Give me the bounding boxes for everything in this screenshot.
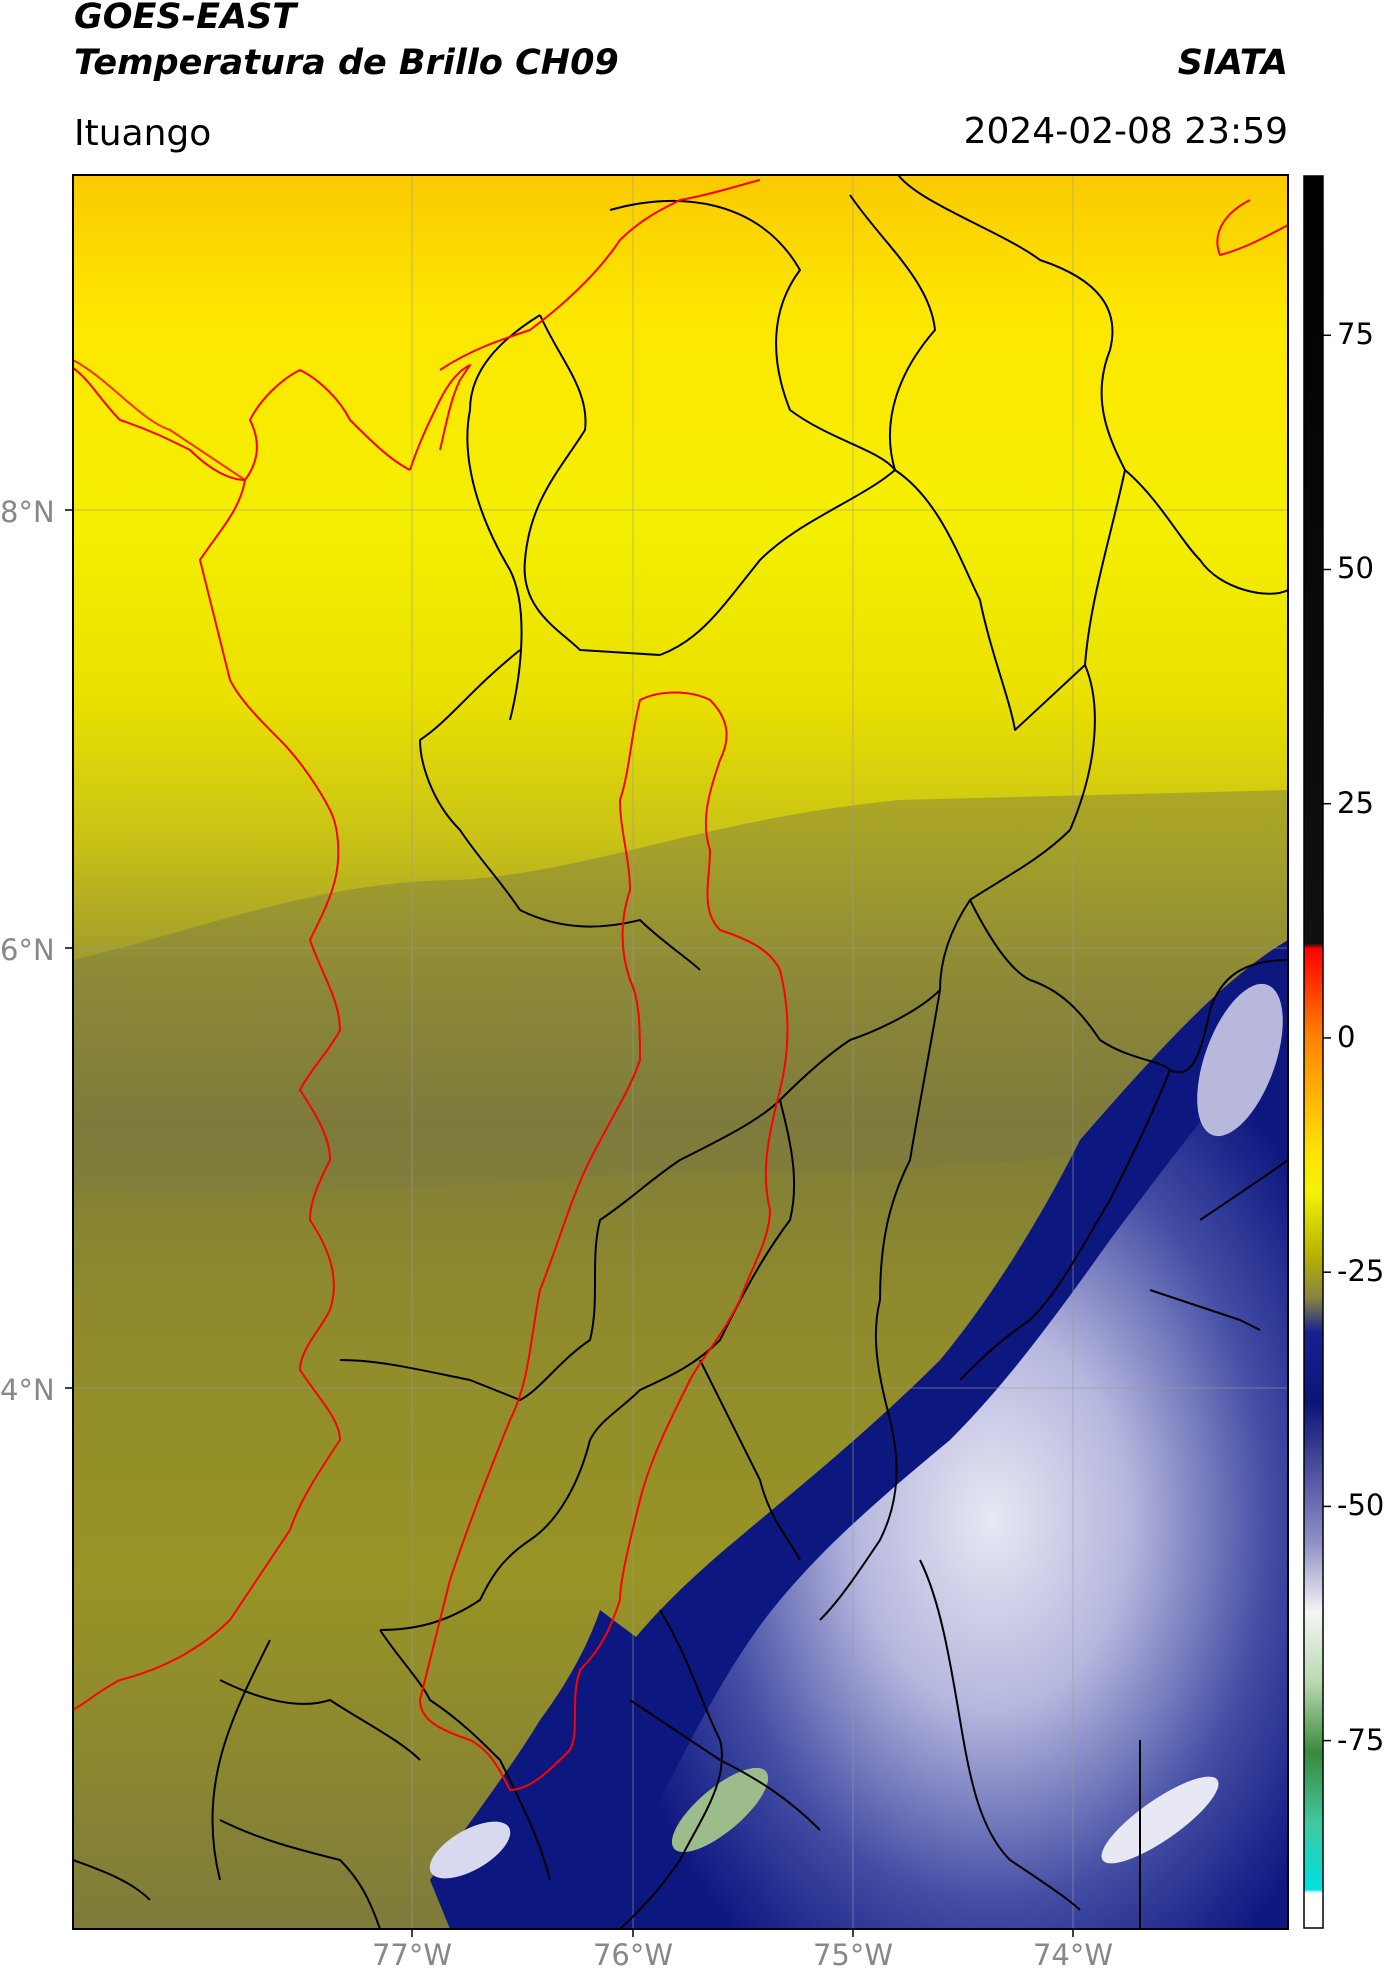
lon-label-76: 76°W	[592, 1938, 674, 1972]
cold-spot-east	[1101, 1776, 1219, 1864]
colorbar-label-1: 50	[1337, 551, 1374, 586]
cold-spot-northeast	[1197, 983, 1283, 1137]
lat-label-6: 6°N	[0, 933, 55, 967]
colorbar-label-3: 0	[1337, 1019, 1356, 1054]
lat-label-4: 4°N	[0, 1373, 55, 1407]
ituango-basin-outline	[419, 691, 789, 1791]
product-title: Temperatura de Brillo CH09	[74, 43, 619, 83]
brand-label: SIATA	[1177, 43, 1288, 83]
satellite-title: GOES-EAST	[74, 0, 297, 37]
lon-label-74: 74°W	[1032, 1938, 1114, 1972]
lon-label-77: 77°W	[371, 1938, 453, 1972]
colorbar	[1304, 176, 1323, 1928]
cold-cloud-core	[630, 1020, 1288, 1929]
axis-ticks	[65, 509, 1074, 1937]
colorbar-frame	[1303, 175, 1324, 1929]
colorbar-label-2: 25	[1337, 785, 1374, 820]
lat-label-8: 8°N	[0, 495, 55, 529]
cold-spot-southwest	[429, 1821, 511, 1879]
location-label: Ituango	[74, 113, 212, 154]
lon-label-75: 75°W	[812, 1938, 894, 1972]
coastline	[73, 179, 1288, 1791]
colorbar-label-5: -50	[1337, 1488, 1384, 1523]
colorbar-ticks	[1323, 334, 1331, 1742]
department-borders	[73, 175, 1288, 1929]
graticule	[73, 175, 1288, 1929]
colorbar-label-0: 75	[1337, 317, 1374, 352]
colorbar-label-4: -25	[1337, 1254, 1384, 1289]
map-frame	[72, 174, 1289, 1930]
colorbar-label-6: -75	[1337, 1722, 1384, 1757]
datetime-label: 2024-02-08 23:59	[963, 111, 1288, 152]
